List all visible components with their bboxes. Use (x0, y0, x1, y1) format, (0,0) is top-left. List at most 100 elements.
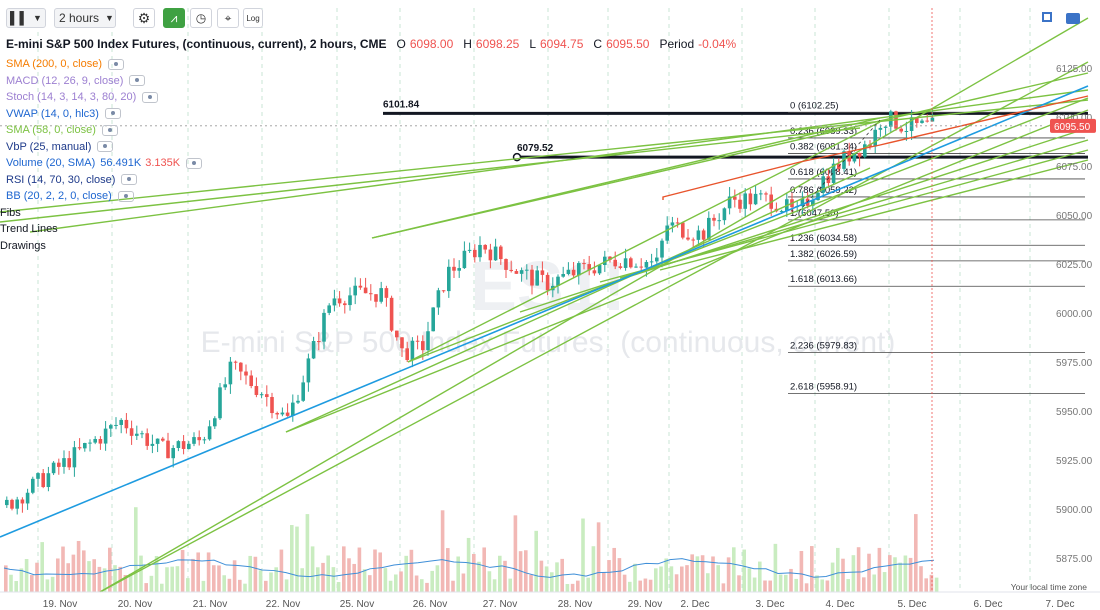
eye-icon[interactable] (129, 75, 146, 87)
volume-bar (700, 555, 705, 592)
candle-body (920, 120, 924, 123)
volume-bar (893, 557, 897, 592)
volume-bar (685, 565, 689, 592)
volume-bar (362, 569, 367, 592)
eye-icon[interactable] (142, 91, 159, 103)
candle-body (119, 419, 123, 425)
snapshot-button[interactable] (1066, 11, 1082, 25)
line-tool-button[interactable]: ⩘ (163, 8, 185, 28)
eye-icon[interactable] (186, 157, 203, 169)
candle-body (597, 264, 602, 274)
interval-selector[interactable]: 2 hours ▼ (54, 8, 116, 28)
candle-body (660, 240, 664, 258)
volume-bar (274, 567, 278, 592)
trend-line (99, 17, 1089, 593)
indicator-sma200[interactable]: SMA (200, 0, close) (6, 56, 202, 73)
eye-icon[interactable] (117, 190, 134, 202)
volume-bar (846, 579, 850, 592)
candle-body (639, 266, 643, 268)
indicator-label: SMA (58, 0, close) (6, 124, 96, 136)
candle-body (187, 443, 191, 449)
trend-line (599, 149, 1089, 283)
indicator-bb[interactable]: BB (20, 2, 2, 0, close) (6, 188, 202, 205)
volume-bar (160, 583, 164, 592)
volume-bar (674, 574, 679, 592)
candle-body (140, 433, 144, 435)
volume-bar (903, 555, 908, 592)
horizontal-level-label: 6101.84 (383, 99, 420, 110)
indicator-label: SMA (200, 0, close) (6, 58, 102, 70)
indicator-stoch[interactable]: Stoch (14, 3, 14, 3, 80, 20) (6, 89, 202, 106)
candle-body (207, 426, 212, 440)
candle-body (265, 394, 269, 398)
volume-bar (388, 580, 393, 592)
volume-bar (482, 547, 486, 592)
eye-icon[interactable] (108, 58, 124, 70)
volume-bar (789, 568, 793, 592)
eye-icon[interactable] (104, 108, 121, 120)
trend-line (0, 127, 861, 223)
replay-button[interactable]: ◷ (190, 8, 212, 28)
volume-value: 56.491K (100, 157, 142, 169)
chevron-down-icon: ▼ (33, 13, 42, 23)
volume-bar (284, 579, 289, 592)
group-trend-lines[interactable]: Trend Lines (0, 223, 58, 235)
candle-body (707, 217, 711, 240)
candle-body (478, 244, 482, 258)
volume-bar (305, 514, 310, 592)
volume-bar (144, 583, 148, 592)
candle-body (384, 288, 389, 298)
volume-bar (19, 568, 24, 592)
candle-body (431, 307, 435, 332)
candle-body (618, 266, 623, 268)
volume-bar (108, 547, 112, 592)
fullscreen-button[interactable] (1042, 12, 1054, 24)
volume-bar (9, 574, 13, 592)
chart-type-selector[interactable]: ▌▌ ▼ (6, 8, 46, 28)
fib-level-label: 2.236 (5979.83) (790, 341, 857, 352)
candle-body (831, 163, 836, 184)
trend-line (285, 109, 1089, 433)
candle-body (686, 237, 690, 240)
candle-body (623, 258, 628, 268)
candle-body (493, 246, 498, 261)
indicator-vbp[interactable]: VbP (25, manual) (6, 139, 202, 156)
indicator-macd[interactable]: MACD (12, 26, 9, close) (6, 73, 202, 90)
indicator-volume[interactable]: Volume (20, SMA) 56.491K 3.135K (6, 155, 203, 172)
volume-bar (378, 552, 382, 592)
measure-button[interactable]: ⌖ (217, 8, 239, 28)
indicator-label: RSI (14, 70, 30, close) (6, 173, 116, 186)
volume-bar (680, 566, 684, 592)
volume-bar (279, 549, 284, 592)
indicator-vwap[interactable]: VWAP (14, 0, hlc3) (6, 106, 202, 123)
candle-body (249, 375, 253, 387)
indicator-sma58[interactable]: SMA (58, 0, close) (6, 122, 202, 139)
volume-bar (508, 578, 512, 592)
volume-bar (602, 572, 606, 592)
volume-bar (737, 575, 741, 592)
volume-bar (113, 565, 117, 592)
log-button[interactable]: Log (243, 8, 263, 28)
eye-icon[interactable] (121, 174, 138, 186)
eye-icon[interactable] (101, 124, 118, 136)
candle-body (675, 222, 680, 224)
volume-bar (758, 561, 762, 592)
volume-bar (336, 582, 341, 592)
eye-icon[interactable] (97, 141, 114, 153)
indicator-rsi[interactable]: RSI (14, 70, 30, close) (6, 172, 202, 189)
volume-bar (243, 583, 247, 592)
period-label: Period (659, 37, 695, 51)
log-label: Log (246, 13, 260, 23)
volume-bar (726, 557, 731, 592)
group-drawings[interactable]: Drawings (0, 239, 46, 252)
group-fibs[interactable]: Fibs (0, 206, 21, 219)
candle-body (379, 288, 383, 302)
candle-body (800, 198, 805, 207)
volume-bar (222, 575, 226, 592)
settings-button[interactable]: ⚙ (133, 8, 155, 28)
indicator-label: VWAP (14, 0, hlc3) (6, 107, 99, 120)
volume-bar (622, 574, 627, 592)
volume-bar (924, 578, 928, 592)
volume-bar (149, 575, 154, 592)
